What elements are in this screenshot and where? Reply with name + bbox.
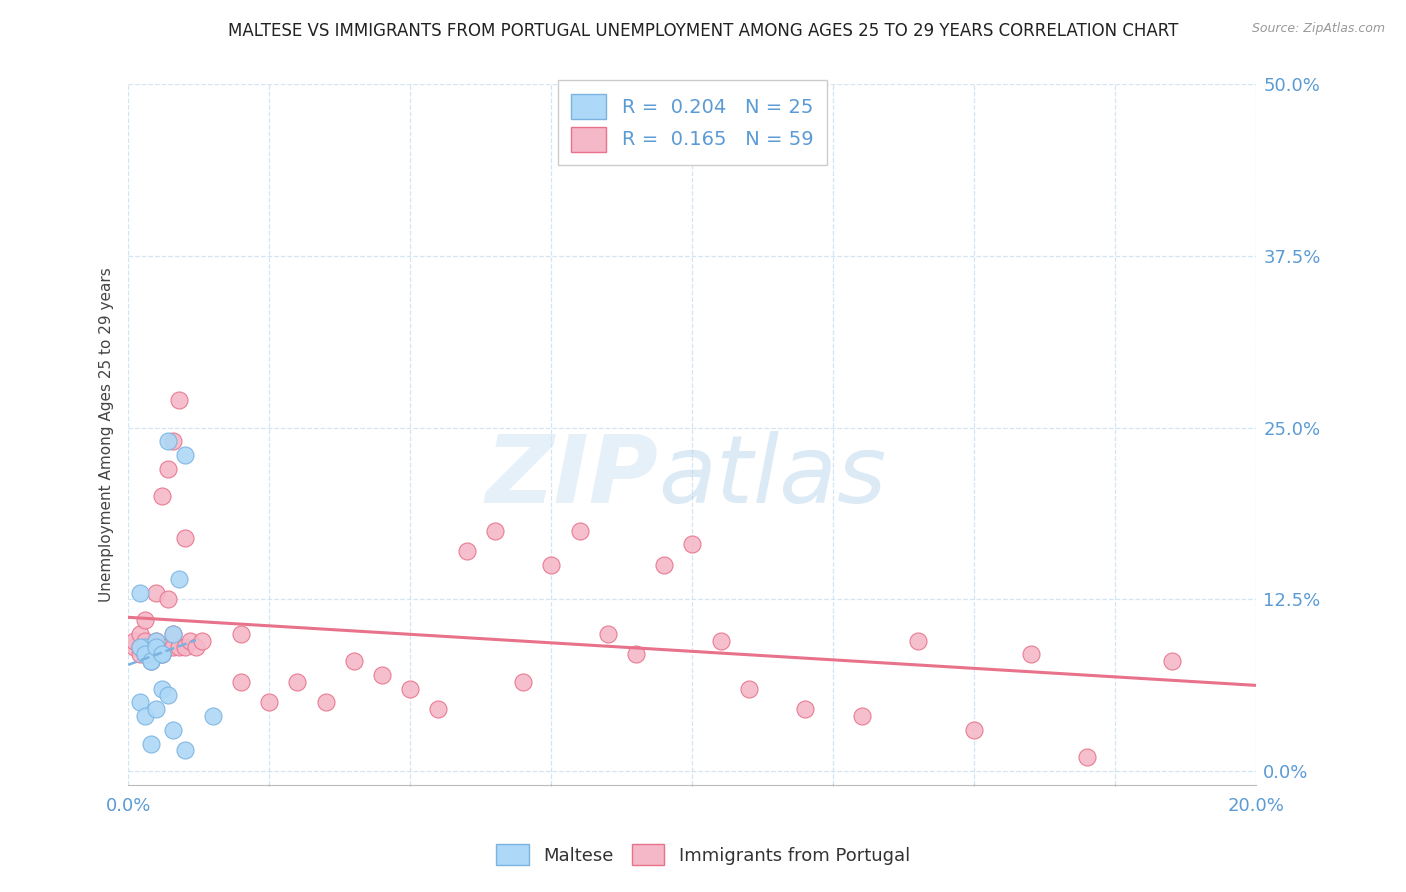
Point	[851, 709, 873, 723]
Point	[139, 640, 162, 655]
Point	[128, 648, 150, 662]
Point	[156, 640, 179, 655]
Text: MALTESE VS IMMIGRANTS FROM PORTUGAL UNEMPLOYMENT AMONG AGES 25 TO 29 YEARS CORRE: MALTESE VS IMMIGRANTS FROM PORTUGAL UNEM…	[228, 22, 1178, 40]
Text: atlas: atlas	[658, 431, 887, 522]
Point	[568, 524, 591, 538]
Point	[184, 640, 207, 655]
Point	[540, 558, 562, 572]
Text: Source: ZipAtlas.com: Source: ZipAtlas.com	[1251, 22, 1385, 36]
Legend: R =  0.204   N = 25, R =  0.165   N = 59: R = 0.204 N = 25, R = 0.165 N = 59	[558, 80, 827, 165]
Point	[145, 585, 167, 599]
Point	[134, 613, 156, 627]
Point	[139, 648, 162, 662]
Point	[201, 709, 224, 723]
Point	[134, 648, 156, 662]
Point	[738, 681, 761, 696]
Point	[229, 626, 252, 640]
Point	[134, 640, 156, 655]
Point	[122, 640, 145, 655]
Point	[139, 654, 162, 668]
Point	[652, 558, 675, 572]
Point	[596, 626, 619, 640]
Point	[162, 626, 184, 640]
Point	[794, 702, 817, 716]
Point	[173, 640, 195, 655]
Point	[128, 640, 150, 655]
Text: ZIP: ZIP	[485, 431, 658, 523]
Point	[624, 648, 647, 662]
Point	[122, 633, 145, 648]
Point	[128, 640, 150, 655]
Point	[512, 674, 534, 689]
Point	[167, 393, 190, 408]
Point	[134, 640, 156, 655]
Point	[963, 723, 986, 737]
Point	[156, 592, 179, 607]
Point	[1160, 654, 1182, 668]
Point	[162, 626, 184, 640]
Point	[484, 524, 506, 538]
Point	[907, 633, 929, 648]
Point	[162, 434, 184, 449]
Point	[315, 695, 337, 709]
Point	[145, 648, 167, 662]
Point	[229, 674, 252, 689]
Legend: Maltese, Immigrants from Portugal: Maltese, Immigrants from Portugal	[489, 837, 917, 872]
Point	[287, 674, 309, 689]
Point	[156, 462, 179, 476]
Point	[145, 640, 167, 655]
Point	[128, 585, 150, 599]
Point	[371, 668, 394, 682]
Point	[150, 648, 173, 662]
Point	[179, 633, 201, 648]
Point	[150, 640, 173, 655]
Y-axis label: Unemployment Among Ages 25 to 29 years: Unemployment Among Ages 25 to 29 years	[100, 268, 114, 602]
Point	[427, 702, 450, 716]
Point	[173, 743, 195, 757]
Point	[134, 648, 156, 662]
Point	[139, 648, 162, 662]
Point	[162, 640, 184, 655]
Point	[139, 737, 162, 751]
Point	[145, 702, 167, 716]
Point	[681, 537, 703, 551]
Point	[134, 648, 156, 662]
Point	[456, 544, 478, 558]
Point	[145, 633, 167, 648]
Point	[1019, 648, 1042, 662]
Point	[343, 654, 366, 668]
Point	[150, 648, 173, 662]
Point	[1076, 750, 1098, 764]
Point	[156, 434, 179, 449]
Point	[145, 640, 167, 655]
Point	[709, 633, 731, 648]
Point	[139, 654, 162, 668]
Point	[167, 572, 190, 586]
Point	[167, 640, 190, 655]
Point	[134, 633, 156, 648]
Point	[190, 633, 212, 648]
Point	[139, 654, 162, 668]
Point	[128, 626, 150, 640]
Point	[259, 695, 281, 709]
Point	[145, 633, 167, 648]
Point	[128, 695, 150, 709]
Point	[173, 448, 195, 462]
Point	[150, 489, 173, 503]
Point	[134, 709, 156, 723]
Point	[162, 723, 184, 737]
Point	[399, 681, 422, 696]
Point	[173, 531, 195, 545]
Point	[150, 681, 173, 696]
Point	[156, 689, 179, 703]
Point	[150, 648, 173, 662]
